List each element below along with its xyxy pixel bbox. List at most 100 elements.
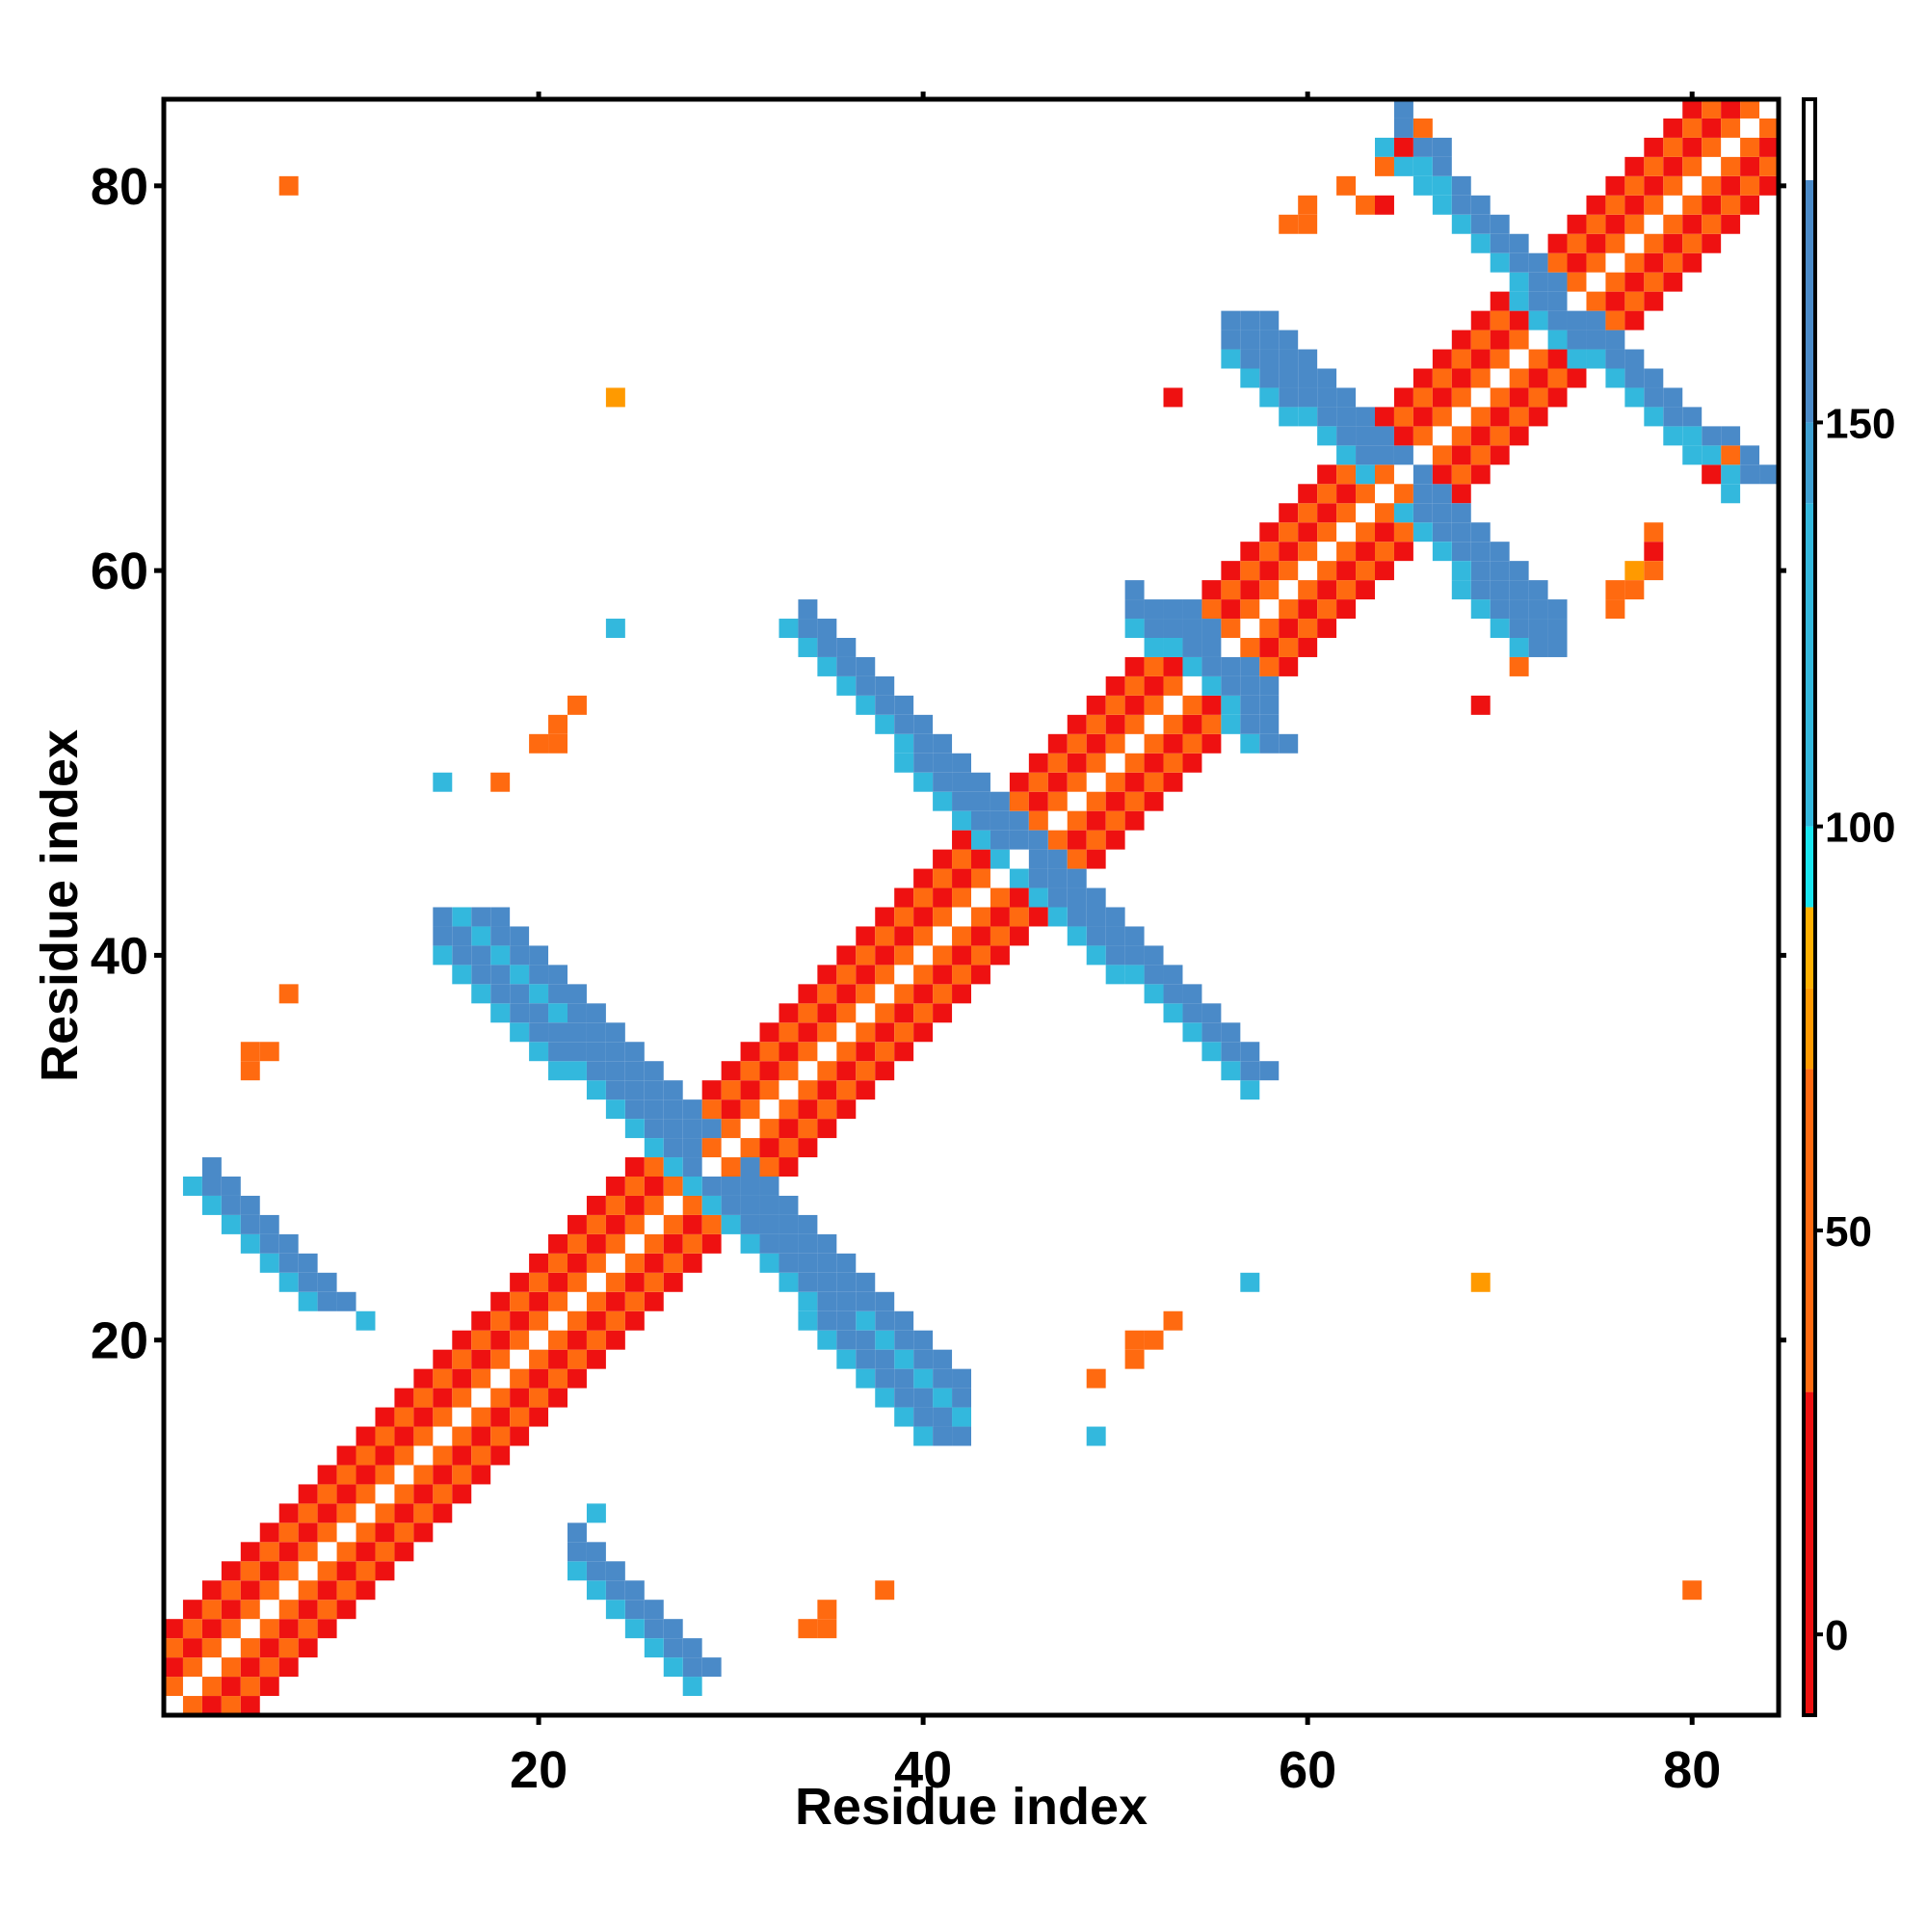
heatmap-cell bbox=[1451, 522, 1471, 543]
heatmap-cell bbox=[836, 656, 857, 676]
heatmap-cell bbox=[644, 1080, 664, 1100]
heatmap-cell bbox=[490, 1291, 511, 1311]
heatmap-cell bbox=[605, 1561, 625, 1581]
heatmap-cell bbox=[1702, 175, 1722, 196]
heatmap-cell bbox=[1509, 580, 1529, 600]
heatmap-cell bbox=[779, 1022, 799, 1043]
heatmap-cell bbox=[221, 1677, 241, 1697]
heatmap-cell bbox=[836, 1042, 857, 1062]
heatmap-cell bbox=[990, 810, 1010, 831]
heatmap-cell bbox=[1624, 291, 1645, 311]
heatmap-cell bbox=[817, 1022, 837, 1043]
heatmap-cell bbox=[875, 1388, 895, 1408]
heatmap-cell bbox=[586, 1542, 606, 1562]
heatmap-cell bbox=[1124, 810, 1145, 831]
heatmap-cell bbox=[1047, 753, 1068, 773]
heatmap-cell bbox=[1375, 464, 1394, 485]
heatmap-cell bbox=[471, 907, 491, 927]
heatmap-cell bbox=[1086, 714, 1106, 734]
heatmap-cell bbox=[490, 1388, 511, 1408]
heatmap-cell bbox=[1298, 387, 1318, 408]
heatmap-cell bbox=[759, 1157, 779, 1177]
heatmap-cell bbox=[1470, 214, 1491, 234]
heatmap-cell bbox=[894, 733, 914, 754]
heatmap-cell bbox=[952, 945, 971, 966]
y-axis: 20 40 60 80 bbox=[91, 158, 1786, 1370]
heatmap-cell bbox=[1393, 426, 1413, 446]
heatmap-cell bbox=[1509, 252, 1529, 273]
heatmap-cell bbox=[856, 945, 876, 966]
colorbar-segment bbox=[1804, 826, 1815, 908]
heatmap-cell bbox=[1663, 137, 1683, 157]
heatmap-cell bbox=[1547, 252, 1568, 273]
heatmap-cell bbox=[240, 1677, 260, 1697]
heatmap-cell bbox=[990, 830, 1010, 850]
heatmap-cell bbox=[605, 1272, 625, 1292]
heatmap-cell bbox=[605, 1195, 625, 1215]
heatmap-cell bbox=[1259, 349, 1280, 369]
heatmap-cell bbox=[1375, 195, 1394, 215]
heatmap-cell bbox=[1163, 638, 1183, 657]
heatmap-cell bbox=[644, 1272, 664, 1292]
heatmap-cell bbox=[1201, 714, 1222, 734]
heatmap-cell bbox=[1682, 156, 1703, 176]
heatmap-cell bbox=[1644, 233, 1664, 253]
heatmap-cell bbox=[452, 1465, 472, 1485]
heatmap-cell bbox=[259, 1253, 279, 1273]
heatmap-cell bbox=[1490, 310, 1510, 331]
heatmap-cell bbox=[894, 945, 914, 966]
heatmap-cell bbox=[817, 1310, 837, 1331]
heatmap-cell bbox=[317, 1600, 337, 1620]
heatmap-cell bbox=[1182, 984, 1202, 1004]
heatmap-cell bbox=[1547, 291, 1568, 311]
heatmap-cell bbox=[317, 1465, 337, 1485]
heatmap-cell bbox=[356, 1522, 376, 1543]
heatmap-cell bbox=[1393, 387, 1413, 408]
heatmap-cell bbox=[817, 1291, 837, 1311]
heatmap-cell bbox=[336, 1561, 356, 1581]
heatmap-cell bbox=[779, 1253, 799, 1273]
heatmap-cell bbox=[201, 1696, 222, 1715]
heatmap-cell bbox=[682, 1253, 702, 1273]
heatmap-cell bbox=[1375, 137, 1394, 157]
heatmap-cell bbox=[1028, 868, 1048, 888]
heatmap-cell bbox=[1105, 772, 1125, 792]
heatmap-cell bbox=[1298, 195, 1318, 215]
heatmap-cell bbox=[240, 1042, 260, 1062]
heatmap-cell bbox=[1144, 772, 1164, 792]
heatmap-cell bbox=[221, 1619, 241, 1639]
heatmap-cell bbox=[1528, 580, 1548, 600]
heatmap-cell bbox=[913, 926, 934, 946]
heatmap-cell bbox=[1163, 1310, 1183, 1331]
heatmap-cell bbox=[663, 1157, 683, 1177]
heatmap-cell bbox=[875, 1330, 895, 1350]
heatmap-cell bbox=[317, 1503, 337, 1523]
heatmap-cell bbox=[1624, 195, 1645, 215]
heatmap-cell bbox=[933, 868, 953, 888]
heatmap-cell bbox=[1702, 137, 1722, 157]
heatmap-cell bbox=[1086, 1368, 1106, 1389]
colorbar-segment bbox=[1804, 907, 1815, 989]
heatmap-cell bbox=[1259, 522, 1280, 543]
heatmap-cell bbox=[1528, 252, 1548, 273]
heatmap-cell bbox=[1663, 272, 1683, 292]
heatmap-cell bbox=[1201, 1042, 1222, 1062]
heatmap-cell bbox=[817, 1600, 837, 1620]
heatmap-cell bbox=[259, 1233, 279, 1254]
heatmap-cell bbox=[1279, 503, 1299, 523]
heatmap-cell bbox=[894, 1310, 914, 1331]
heatmap-cell bbox=[182, 1638, 202, 1658]
heatmap-cell bbox=[568, 1214, 587, 1234]
heatmap-cell bbox=[624, 1099, 645, 1120]
heatmap-cell bbox=[1201, 619, 1222, 638]
heatmap-cell bbox=[1336, 426, 1357, 446]
heatmap-cell bbox=[624, 1061, 645, 1081]
heatmap-cell bbox=[952, 772, 971, 792]
heatmap-cell bbox=[201, 1619, 222, 1639]
heatmap-cell bbox=[548, 1388, 568, 1408]
heatmap-cell bbox=[1240, 1061, 1260, 1081]
heatmap-cell bbox=[1721, 484, 1741, 504]
heatmap-cell bbox=[375, 1407, 395, 1427]
heatmap-cell bbox=[1317, 464, 1337, 485]
heatmap-cell bbox=[1182, 714, 1202, 734]
